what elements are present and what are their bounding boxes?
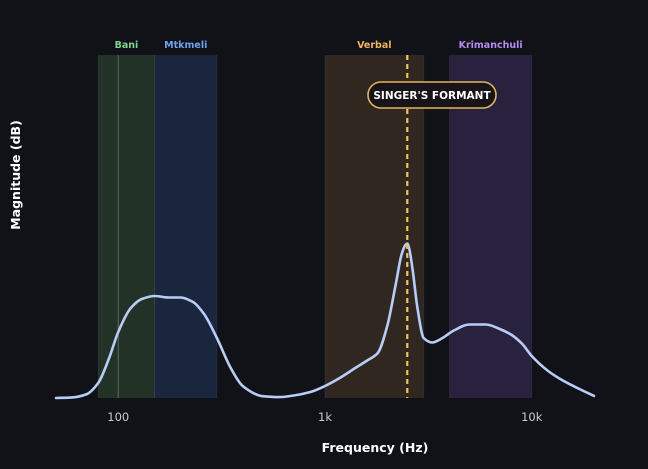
band-bani: [98, 55, 155, 398]
band-label-verbal: Verbal: [357, 40, 391, 51]
x-axis-label: Frequency (Hz): [322, 440, 429, 455]
band-mtkmeli: [154, 55, 217, 398]
x-tick-label-10k: 10k: [521, 410, 543, 424]
y-axis-label: Magnitude (dB): [8, 120, 23, 230]
x-ticks-layer: 100 1k 10k: [107, 410, 542, 424]
x-tick-label-100: 100: [107, 410, 129, 424]
band-label-mtkmeli: Mtkmeli: [164, 40, 207, 51]
annotation-layer: SINGER'S FORMANT: [367, 55, 497, 398]
curve-layer: [54, 242, 596, 400]
annotation-pill: [367, 81, 497, 109]
band-label-bani: Bani: [115, 40, 139, 51]
x-tick-label-1k: 1k: [318, 410, 332, 424]
annotation-label: SINGER'S FORMANT: [373, 90, 491, 102]
band-label-krimanchuli: Krimanchuli: [459, 40, 523, 51]
spectrum-curve-0: [54, 242, 596, 400]
